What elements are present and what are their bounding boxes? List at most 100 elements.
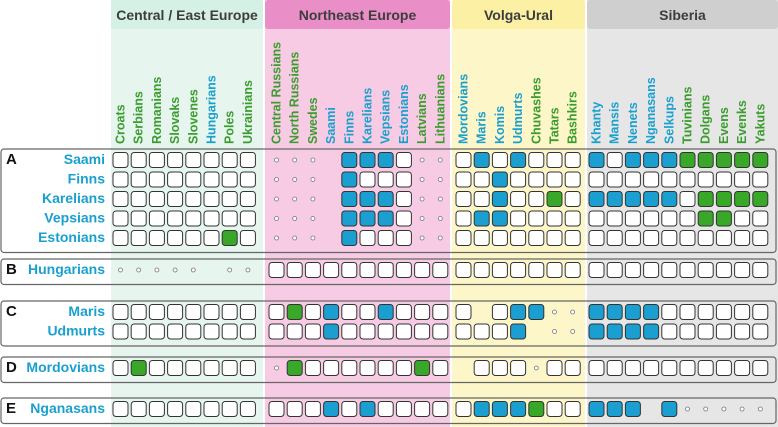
column-label: Komis <box>493 106 507 144</box>
cell-empty <box>221 304 238 320</box>
region-title-northeast: Northeast Europe <box>299 7 417 23</box>
cell-empty <box>395 230 412 246</box>
cell-empty <box>239 323 256 340</box>
group-box-D <box>0 356 777 384</box>
cell-empty <box>395 210 412 227</box>
column-label: Slovenes <box>186 89 200 144</box>
cell-empty <box>491 304 508 320</box>
cell-blue <box>491 401 508 417</box>
cell-empty <box>167 304 184 320</box>
cell-dot <box>292 157 298 163</box>
column-label: Tuvinians <box>681 87 695 144</box>
cell-empty <box>148 171 165 188</box>
cell-empty <box>491 230 508 246</box>
cell-empty <box>624 210 641 227</box>
cell-empty <box>395 323 412 340</box>
cell-empty <box>167 210 184 227</box>
column-label: Yakuts <box>753 104 767 144</box>
cell-green <box>734 152 751 168</box>
cell-empty <box>148 230 165 246</box>
cell-empty <box>341 304 358 320</box>
cell-empty <box>203 152 220 168</box>
cell-empty <box>359 360 376 376</box>
cell-empty <box>167 191 184 207</box>
cell-empty <box>588 210 605 227</box>
column-label: Poles <box>223 111 237 144</box>
cell-empty <box>395 191 412 207</box>
cell-empty <box>112 171 129 188</box>
cell-empty <box>432 401 449 417</box>
cell-empty <box>130 304 147 320</box>
cell-blue <box>624 191 641 207</box>
cell-empty <box>715 360 732 376</box>
column-label: Hungarians <box>205 75 219 144</box>
column-label: Serbians <box>132 91 146 144</box>
cell-blue <box>341 230 358 246</box>
cell-blue <box>661 401 678 417</box>
cell-empty <box>203 191 220 207</box>
cell-empty <box>510 171 527 188</box>
cell-empty <box>715 323 732 340</box>
cell-empty <box>112 360 129 376</box>
cell-empty <box>377 230 394 246</box>
row-label: Vepsians <box>44 210 105 226</box>
cell-empty <box>528 230 545 246</box>
cell-dot <box>154 267 160 273</box>
cell-empty <box>564 210 581 227</box>
cell-empty <box>588 230 605 246</box>
cell-blue <box>606 191 623 207</box>
cell-empty <box>643 230 660 246</box>
cell-empty <box>359 230 376 246</box>
cell-empty <box>432 304 449 320</box>
cell-empty <box>697 360 714 376</box>
cell-empty <box>304 401 321 417</box>
cell-green <box>697 191 714 207</box>
cell-empty <box>510 360 527 376</box>
cell-empty <box>697 262 714 278</box>
cell-blue <box>588 191 605 207</box>
region-band-northeast <box>265 0 450 427</box>
cell-empty <box>661 262 678 278</box>
cell-empty <box>606 360 623 376</box>
cell-empty <box>112 191 129 207</box>
cell-empty <box>588 360 605 376</box>
cell-dot <box>419 196 425 202</box>
cell-blue <box>359 401 376 417</box>
cell-dot <box>274 365 279 371</box>
column-label: Evenks <box>735 100 749 144</box>
region-title-central: Central / East Europe <box>116 7 258 23</box>
cell-blue <box>606 304 623 320</box>
cell-empty <box>239 152 256 168</box>
cell-empty <box>606 230 623 246</box>
cell-blue <box>528 304 545 320</box>
cell-empty <box>167 152 184 168</box>
cell-empty <box>643 171 660 188</box>
cell-empty <box>643 360 660 376</box>
column-label: Nganasans <box>644 77 658 144</box>
cell-empty <box>661 171 678 188</box>
cell-empty <box>167 323 184 340</box>
cell-empty <box>624 230 641 246</box>
cell-empty <box>661 360 678 376</box>
cell-dot <box>292 235 298 241</box>
cell-empty <box>661 304 678 320</box>
group-box-A <box>0 148 777 254</box>
column-label: Finns <box>342 111 356 144</box>
column-label: Udmurts <box>511 93 525 144</box>
cell-dot <box>419 216 425 221</box>
row-label: Hungarians <box>28 261 105 277</box>
row-label: Mordovians <box>26 359 105 375</box>
cell-empty <box>112 210 129 227</box>
cell-empty <box>359 262 376 278</box>
cell-blue <box>341 210 358 227</box>
cell-empty <box>377 401 394 417</box>
cell-empty <box>414 262 431 278</box>
cell-blue <box>661 152 678 168</box>
cell-empty <box>130 191 147 207</box>
cell-empty <box>112 152 129 168</box>
cell-empty <box>323 360 340 376</box>
cell-empty <box>359 304 376 320</box>
cell-empty <box>130 230 147 246</box>
row-label: Finns <box>68 171 106 187</box>
group-box-B <box>0 258 777 286</box>
